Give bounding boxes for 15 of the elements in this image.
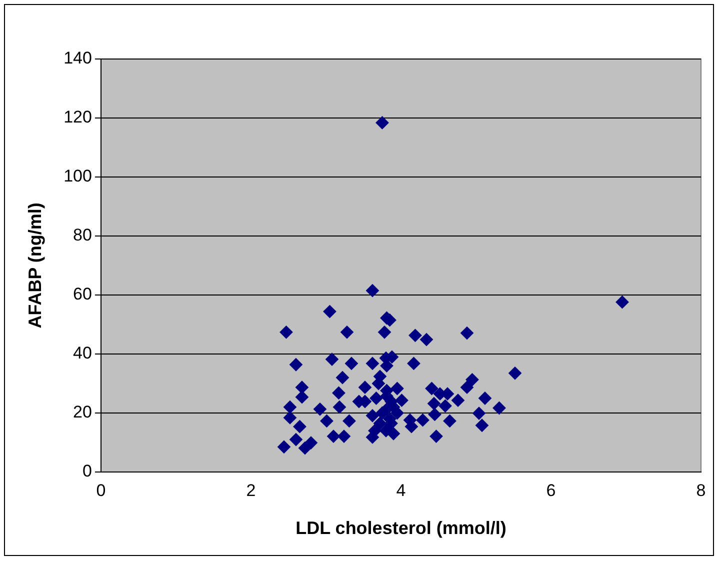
x-tick-label: 8	[696, 480, 706, 500]
y-tick-label: 20	[73, 402, 92, 422]
y-tick-label: 60	[73, 284, 92, 304]
y-tick-label: 0	[82, 462, 92, 481]
x-tick-label: 2	[246, 480, 256, 500]
y-tick-label: 100	[64, 166, 92, 186]
y-axis-title: AFABP (ng/ml)	[24, 202, 45, 328]
y-tick-label: 40	[73, 344, 92, 363]
y-tick-label: 120	[64, 108, 92, 127]
y-tick-label: 80	[73, 226, 92, 245]
x-tick-label: 0	[96, 480, 106, 500]
y-tick-label: 140	[64, 48, 92, 68]
x-tick-label: 4	[396, 480, 406, 500]
x-tick-label: 6	[546, 480, 556, 500]
x-axis-title: LDL cholesterol (mmol/l)	[296, 518, 506, 538]
